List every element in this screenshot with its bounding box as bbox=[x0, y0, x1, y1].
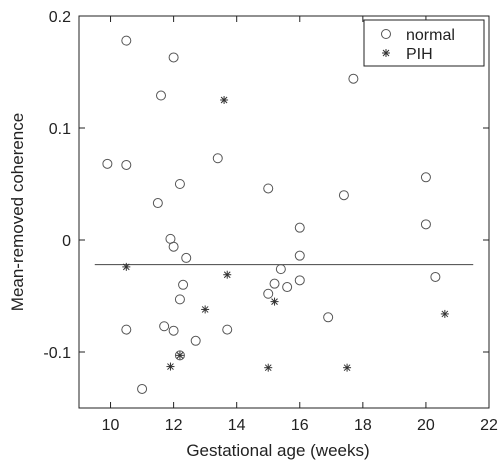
legend-label-normal: normal bbox=[406, 27, 455, 44]
y-tick-label: -0.1 bbox=[43, 345, 71, 362]
point-normal bbox=[156, 90, 166, 101]
point-normal bbox=[294, 275, 305, 286]
legend: normal PIH bbox=[363, 19, 485, 67]
point-normal bbox=[174, 294, 185, 305]
point-normal bbox=[168, 241, 179, 252]
plot-area-border bbox=[78, 15, 490, 409]
point-pih bbox=[201, 305, 210, 314]
point-pih bbox=[166, 362, 175, 371]
y-axis-label: Mean-removed coherence bbox=[8, 113, 27, 311]
point-pih bbox=[175, 351, 184, 360]
legend-label-pih: PIH bbox=[406, 46, 433, 63]
point-normal bbox=[323, 312, 334, 323]
point-normal bbox=[159, 321, 170, 332]
point-normal bbox=[294, 222, 305, 233]
x-tick-label: 22 bbox=[480, 417, 498, 434]
point-normal bbox=[174, 350, 185, 361]
point-normal bbox=[294, 250, 305, 261]
legend-box bbox=[363, 19, 485, 67]
point-pih bbox=[270, 297, 279, 306]
point-pih bbox=[223, 270, 232, 279]
x-tick-label: 20 bbox=[417, 417, 435, 434]
point-normal bbox=[263, 288, 274, 299]
point-normal bbox=[263, 183, 274, 194]
point-normal bbox=[430, 271, 441, 282]
point-normal bbox=[121, 159, 132, 170]
point-normal bbox=[275, 264, 286, 275]
point-normal bbox=[152, 198, 163, 209]
point-pih bbox=[220, 96, 229, 104]
point-normal bbox=[282, 282, 293, 293]
point-normal bbox=[121, 324, 132, 335]
point-pih bbox=[440, 309, 449, 318]
legend-marker-normal bbox=[381, 29, 391, 39]
point-normal bbox=[174, 179, 185, 189]
point-normal bbox=[181, 252, 192, 263]
point-pih bbox=[122, 262, 131, 271]
x-tick-label: 14 bbox=[228, 417, 246, 434]
x-axis-label: Gestational age (weeks) bbox=[186, 441, 369, 460]
point-normal bbox=[222, 324, 233, 335]
point-normal bbox=[190, 335, 201, 346]
point-normal bbox=[168, 325, 179, 336]
point-normal bbox=[338, 190, 349, 201]
x-tick-label: 12 bbox=[165, 417, 183, 434]
point-normal bbox=[348, 73, 359, 84]
point-normal bbox=[178, 279, 189, 290]
legend-marker-pih bbox=[382, 49, 390, 57]
point-normal bbox=[121, 35, 132, 46]
axis-ticks: 10 12 14 16 18 20 22 -0.1 0 0.1 0.2 bbox=[43, 9, 498, 434]
x-tick-label: 18 bbox=[354, 417, 372, 434]
point-normal bbox=[102, 158, 113, 169]
point-normal bbox=[420, 172, 431, 183]
point-normal bbox=[269, 278, 280, 289]
point-pih bbox=[343, 363, 352, 372]
point-pih bbox=[264, 363, 273, 372]
data-points bbox=[102, 35, 449, 394]
y-tick-label: 0.1 bbox=[49, 121, 71, 138]
point-normal bbox=[420, 219, 431, 230]
x-tick-label: 10 bbox=[102, 417, 120, 434]
point-normal bbox=[137, 383, 148, 394]
point-normal bbox=[168, 52, 179, 63]
y-tick-label: 0 bbox=[62, 233, 71, 250]
y-tick-label: 0.2 bbox=[49, 9, 71, 26]
plot-frame bbox=[78, 15, 490, 409]
x-tick-label: 16 bbox=[291, 417, 309, 434]
point-normal bbox=[212, 153, 223, 164]
